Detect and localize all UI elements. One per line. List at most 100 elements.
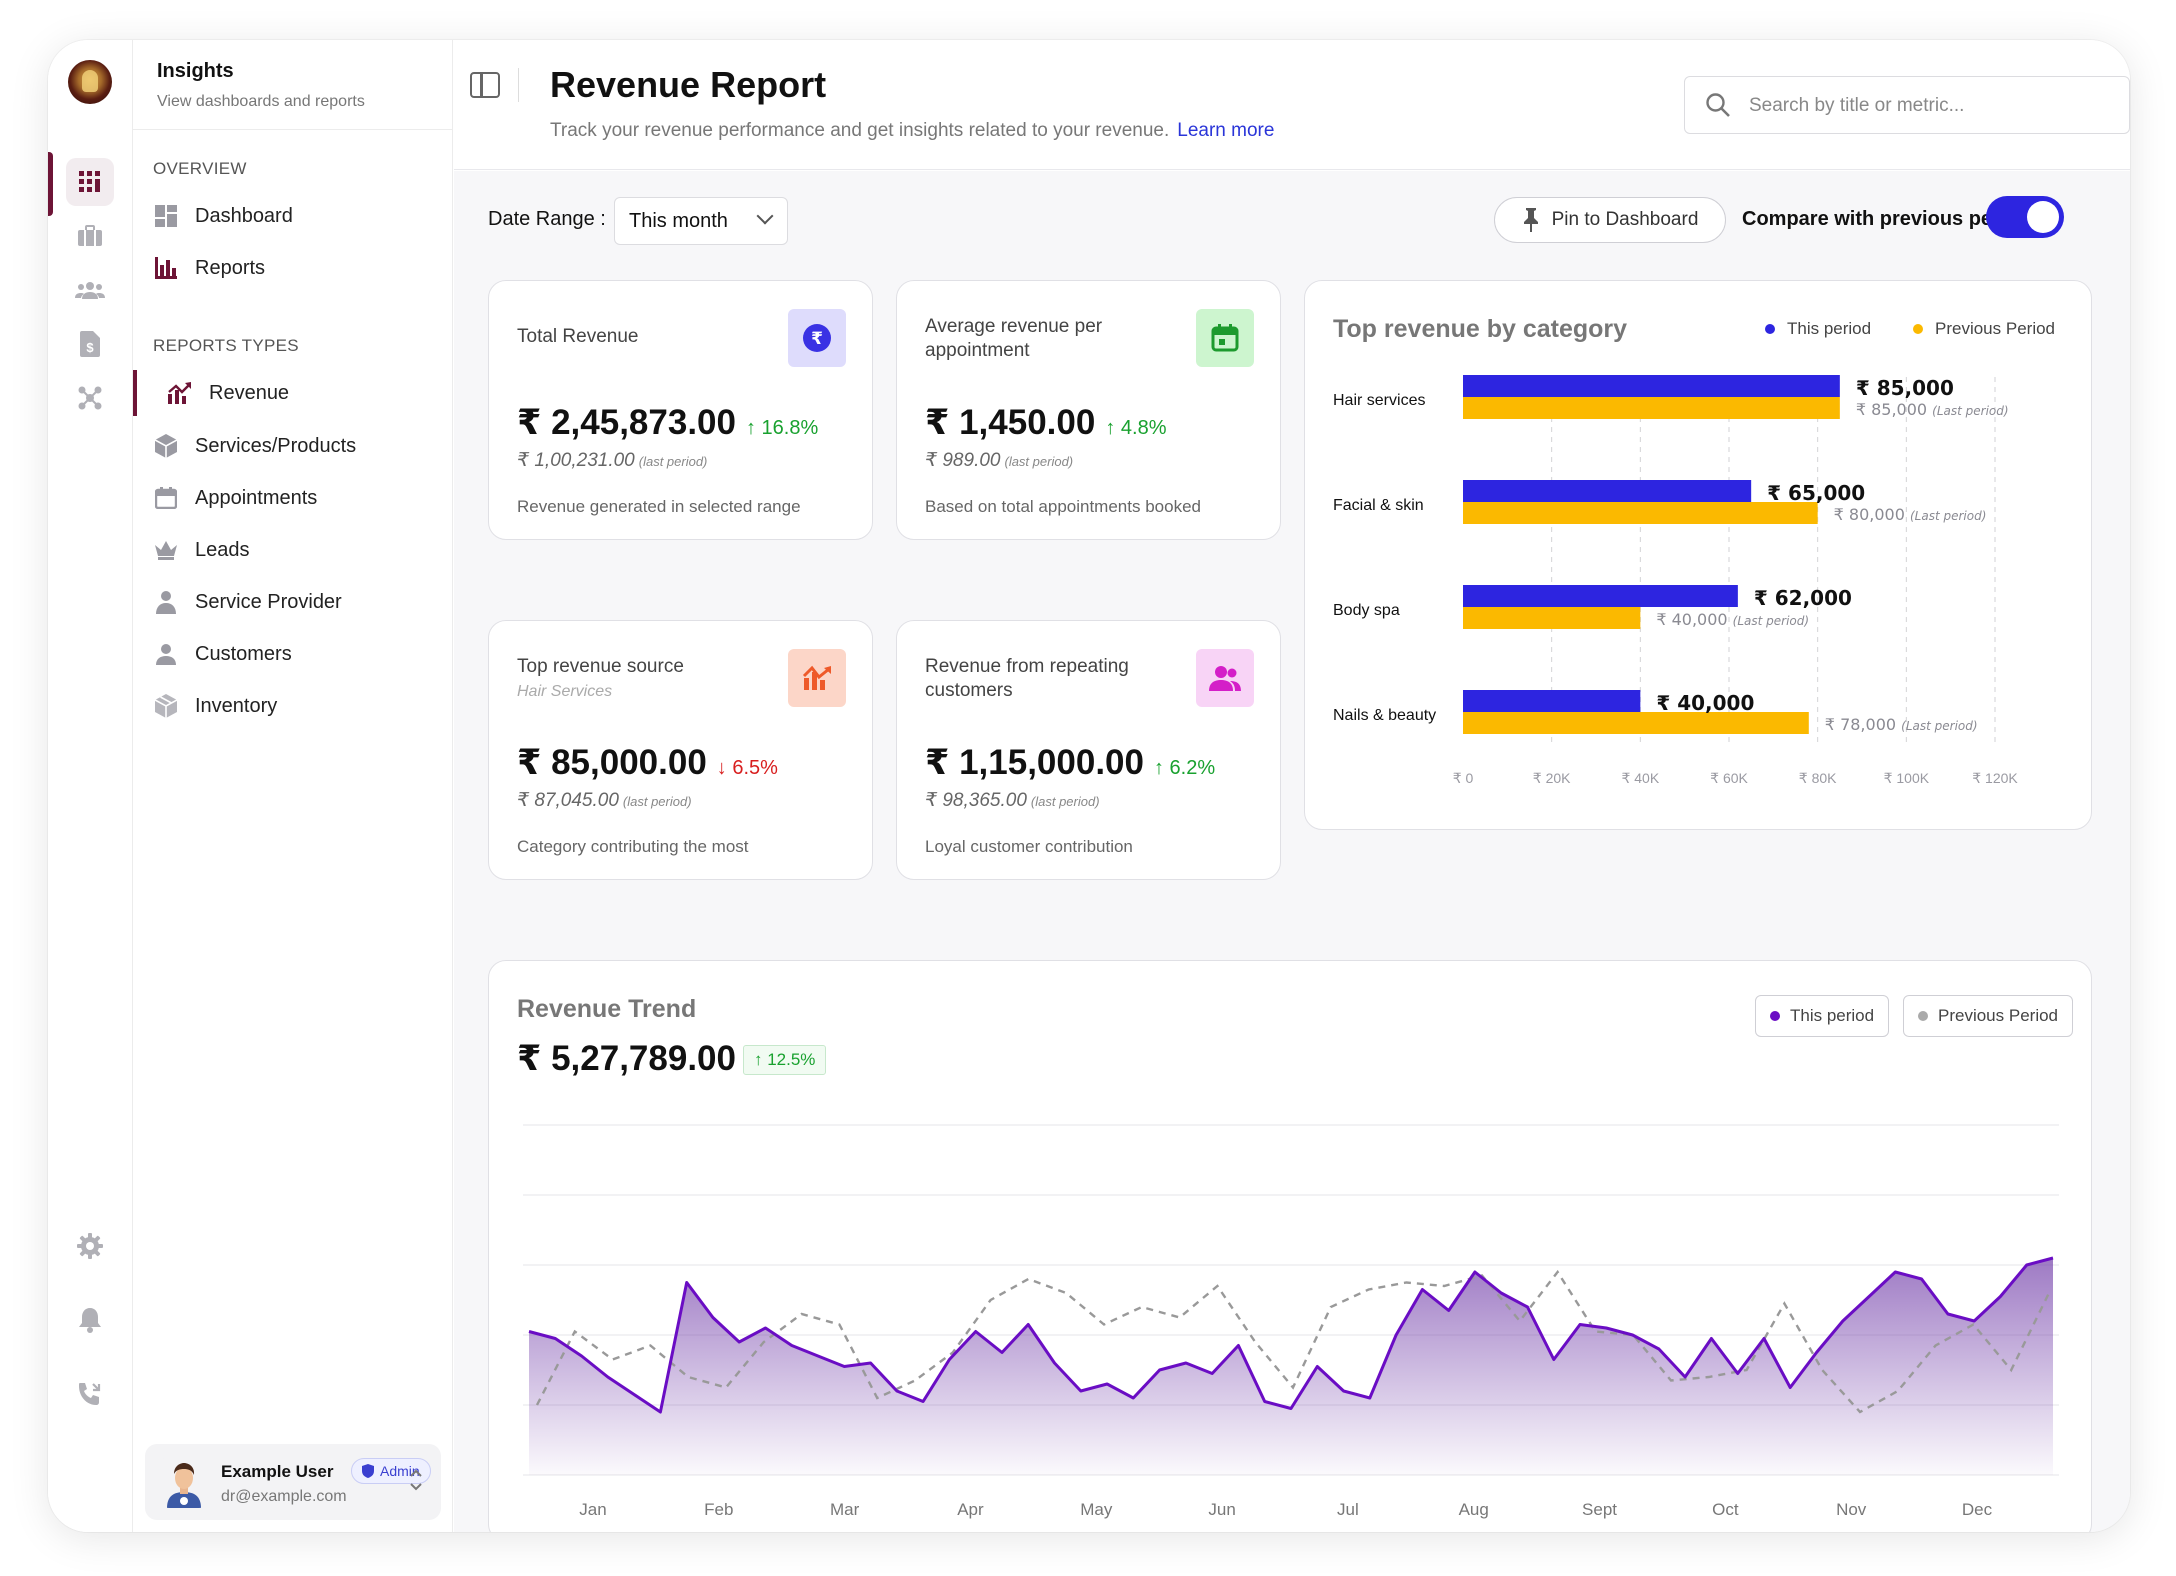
brand-logo[interactable] (68, 60, 112, 104)
sidebar-item-label: Inventory (195, 694, 278, 717)
kpi-previous-value: ₹ 989.00 (925, 450, 1001, 471)
sidebar: Insights View dashboards and reports OVE… (133, 40, 453, 1532)
kpi-title: Total Revenue (517, 326, 639, 347)
kpi-title: Top revenue source (517, 656, 684, 677)
kpi-card-total-revenue: Total Revenue ₹ ₹ 2,45,873.00 ↑ 16.8% ₹ 1… (488, 280, 873, 540)
pin-to-dashboard-button[interactable]: Pin to Dashboard (1494, 197, 1726, 243)
search-icon (1706, 93, 1730, 117)
sidebar-item-services-products[interactable]: Services/Products (153, 426, 356, 466)
app-window: $ Insights View dashboards and reports O… (48, 40, 2130, 1532)
sidebar-item-label: Dashboard (195, 204, 293, 227)
rail-active-marker (48, 152, 53, 216)
trend-legend-previous-period[interactable]: Previous Period (1903, 995, 2074, 1037)
x-axis-month-label: Oct (1712, 1500, 1739, 1519)
kpi-change: ↓ 6.5% (716, 757, 778, 779)
page-title: Revenue Report (550, 64, 827, 105)
kpi-previous-note: (last period) (1030, 794, 1100, 809)
sidebar-toggle-icon[interactable] (470, 72, 500, 98)
kpi-footer: Based on total appointments booked (925, 497, 1201, 516)
bell-icon[interactable] (66, 1296, 114, 1344)
kpi-card-repeat-customers: Revenue from repeating customers ₹ 1,15,… (896, 620, 1281, 880)
kpi-value: ₹ 1,450.00 ↑ 4.8% (925, 403, 1166, 443)
phone-transfer-icon[interactable] (66, 1370, 114, 1418)
avatar (161, 1456, 207, 1508)
kpi-previous-value: ₹ 1,00,231.00 (517, 450, 635, 471)
category-bar-chart: ₹ 0 ₹ 20K ₹ 40K ₹ 60K ₹ 80K ₹ 100K ₹ 120K Hair … (1333, 375, 2018, 786)
settings-gear-icon[interactable] (66, 1222, 114, 1270)
bar-previous-note: (Last period) (1910, 509, 1986, 523)
date-range-select[interactable]: This month (614, 197, 788, 245)
insights-icon[interactable] (66, 158, 114, 206)
sidebar-item-appointments[interactable]: Appointments (153, 478, 317, 518)
bar-previous-label: ₹ 78,000 (Last period) (1825, 715, 1978, 734)
section-reports-label: REPORTS TYPES (153, 336, 299, 355)
kpi-change: ↑ 16.8% (745, 417, 819, 439)
sidebar-item-inventory[interactable]: Inventory (153, 686, 277, 726)
kpi-previous: ₹ 1,00,231.00 (last period) (517, 449, 707, 472)
bar-previous-label: ₹ 80,000 (Last period) (1834, 505, 1987, 524)
main-content: Date Range : This month Pin to Dashboard… (454, 171, 2130, 1532)
bar-previous-note: (Last period) (1733, 614, 1809, 628)
kpi-previous-note: (last period) (622, 794, 692, 809)
box-icon (153, 433, 179, 459)
kpi-previous-note: (last period) (1004, 454, 1074, 469)
team-icon[interactable] (66, 266, 114, 314)
category-chart-card: Top revenue by category This period Prev… (1304, 280, 2092, 830)
shield-icon (362, 1464, 374, 1478)
legend-dot-icon (1913, 324, 1923, 334)
compare-label: Compare with previous period: (1742, 208, 2037, 230)
rupee-icon: ₹ (788, 309, 846, 367)
kpi-change: ↑ 6.2% (1153, 757, 1216, 779)
role-badge-label: Admin (380, 1463, 420, 1479)
bar-this-period (1463, 585, 1738, 607)
legend-label: This period (1790, 1006, 1875, 1025)
kpi-card-top-source: Top revenue source Hair Services ₹ 85,00… (488, 620, 873, 880)
network-icon[interactable] (66, 374, 114, 422)
sidebar-item-customers[interactable]: Customers (153, 634, 292, 674)
svg-text:$: $ (86, 340, 94, 355)
x-axis-month-label: Sept (1582, 1500, 1617, 1519)
category-label: Nails & beauty (1333, 707, 1436, 724)
sidebar-subtitle: View dashboards and reports (157, 93, 365, 110)
kpi-title: Average revenue per appointment (925, 316, 1103, 361)
bar-previous-label: ₹ 40,000 (Last period) (1656, 610, 1809, 629)
bar-previous-label: ₹ 85,000 (Last period) (1856, 400, 2009, 419)
legend-dot-icon (1770, 1011, 1780, 1021)
sidebar-item-service-provider[interactable]: Service Provider (153, 582, 342, 622)
search-input[interactable] (1749, 87, 2109, 125)
trend-legend-this-period[interactable]: This period (1755, 995, 1890, 1037)
briefcase-icon[interactable] (66, 212, 114, 260)
line-previous-period (535, 1269, 2051, 1414)
bar-previous-period (1463, 397, 1840, 419)
category-label: Facial & skin (1333, 497, 1424, 514)
kpi-change: ↑ 4.8% (1105, 417, 1167, 439)
sidebar-item-dashboard[interactable]: Dashboard (153, 196, 293, 236)
category-chart-title: Top revenue by category (1333, 315, 1628, 343)
kpi-previous: ₹ 989.00 (last period) (925, 449, 1073, 472)
page-subtitle-text: Track your revenue performance and get i… (550, 120, 1170, 141)
sidebar-item-leads[interactable]: Leads (153, 530, 250, 570)
boxes-icon (153, 693, 179, 719)
bar-this-period (1463, 480, 1752, 502)
kpi-footer: Category contributing the most (517, 837, 749, 856)
revenue-trend-chart: Jan Feb Mar Apr May Jun Jul Aug Sept Oct Nov Dec (523, 1124, 2059, 1519)
trend-change-badge: ↑ 12.5% (743, 1045, 827, 1075)
sidebar-item-label: Customers (195, 642, 292, 665)
user-card[interactable]: Example User Admin dr@example.com (145, 1444, 441, 1520)
bar-previous-note: (Last period) (1901, 719, 1977, 733)
search-box[interactable] (1684, 76, 2130, 134)
sidebar-item-reports[interactable]: Reports (153, 248, 265, 288)
invoice-icon[interactable]: $ (66, 320, 114, 368)
chevron-updown-icon[interactable] (409, 1468, 423, 1493)
sidebar-item-revenue[interactable]: Revenue (167, 373, 289, 413)
compare-toggle[interactable] (1986, 196, 2064, 238)
legend-previous-period: Previous Period (1913, 319, 2055, 339)
bar-previous-period (1463, 712, 1809, 734)
line-this-period (528, 1256, 2054, 1414)
kpi-previous-value: ₹ 98,365.00 (925, 790, 1027, 811)
sidebar-item-label: Leads (195, 538, 250, 561)
legend-dot-icon (1765, 324, 1775, 334)
learn-more-link[interactable]: Learn more (1177, 120, 1275, 141)
kpi-footer: Loyal customer contribution (925, 837, 1133, 856)
x-axis-month-label: Jul (1337, 1500, 1359, 1519)
